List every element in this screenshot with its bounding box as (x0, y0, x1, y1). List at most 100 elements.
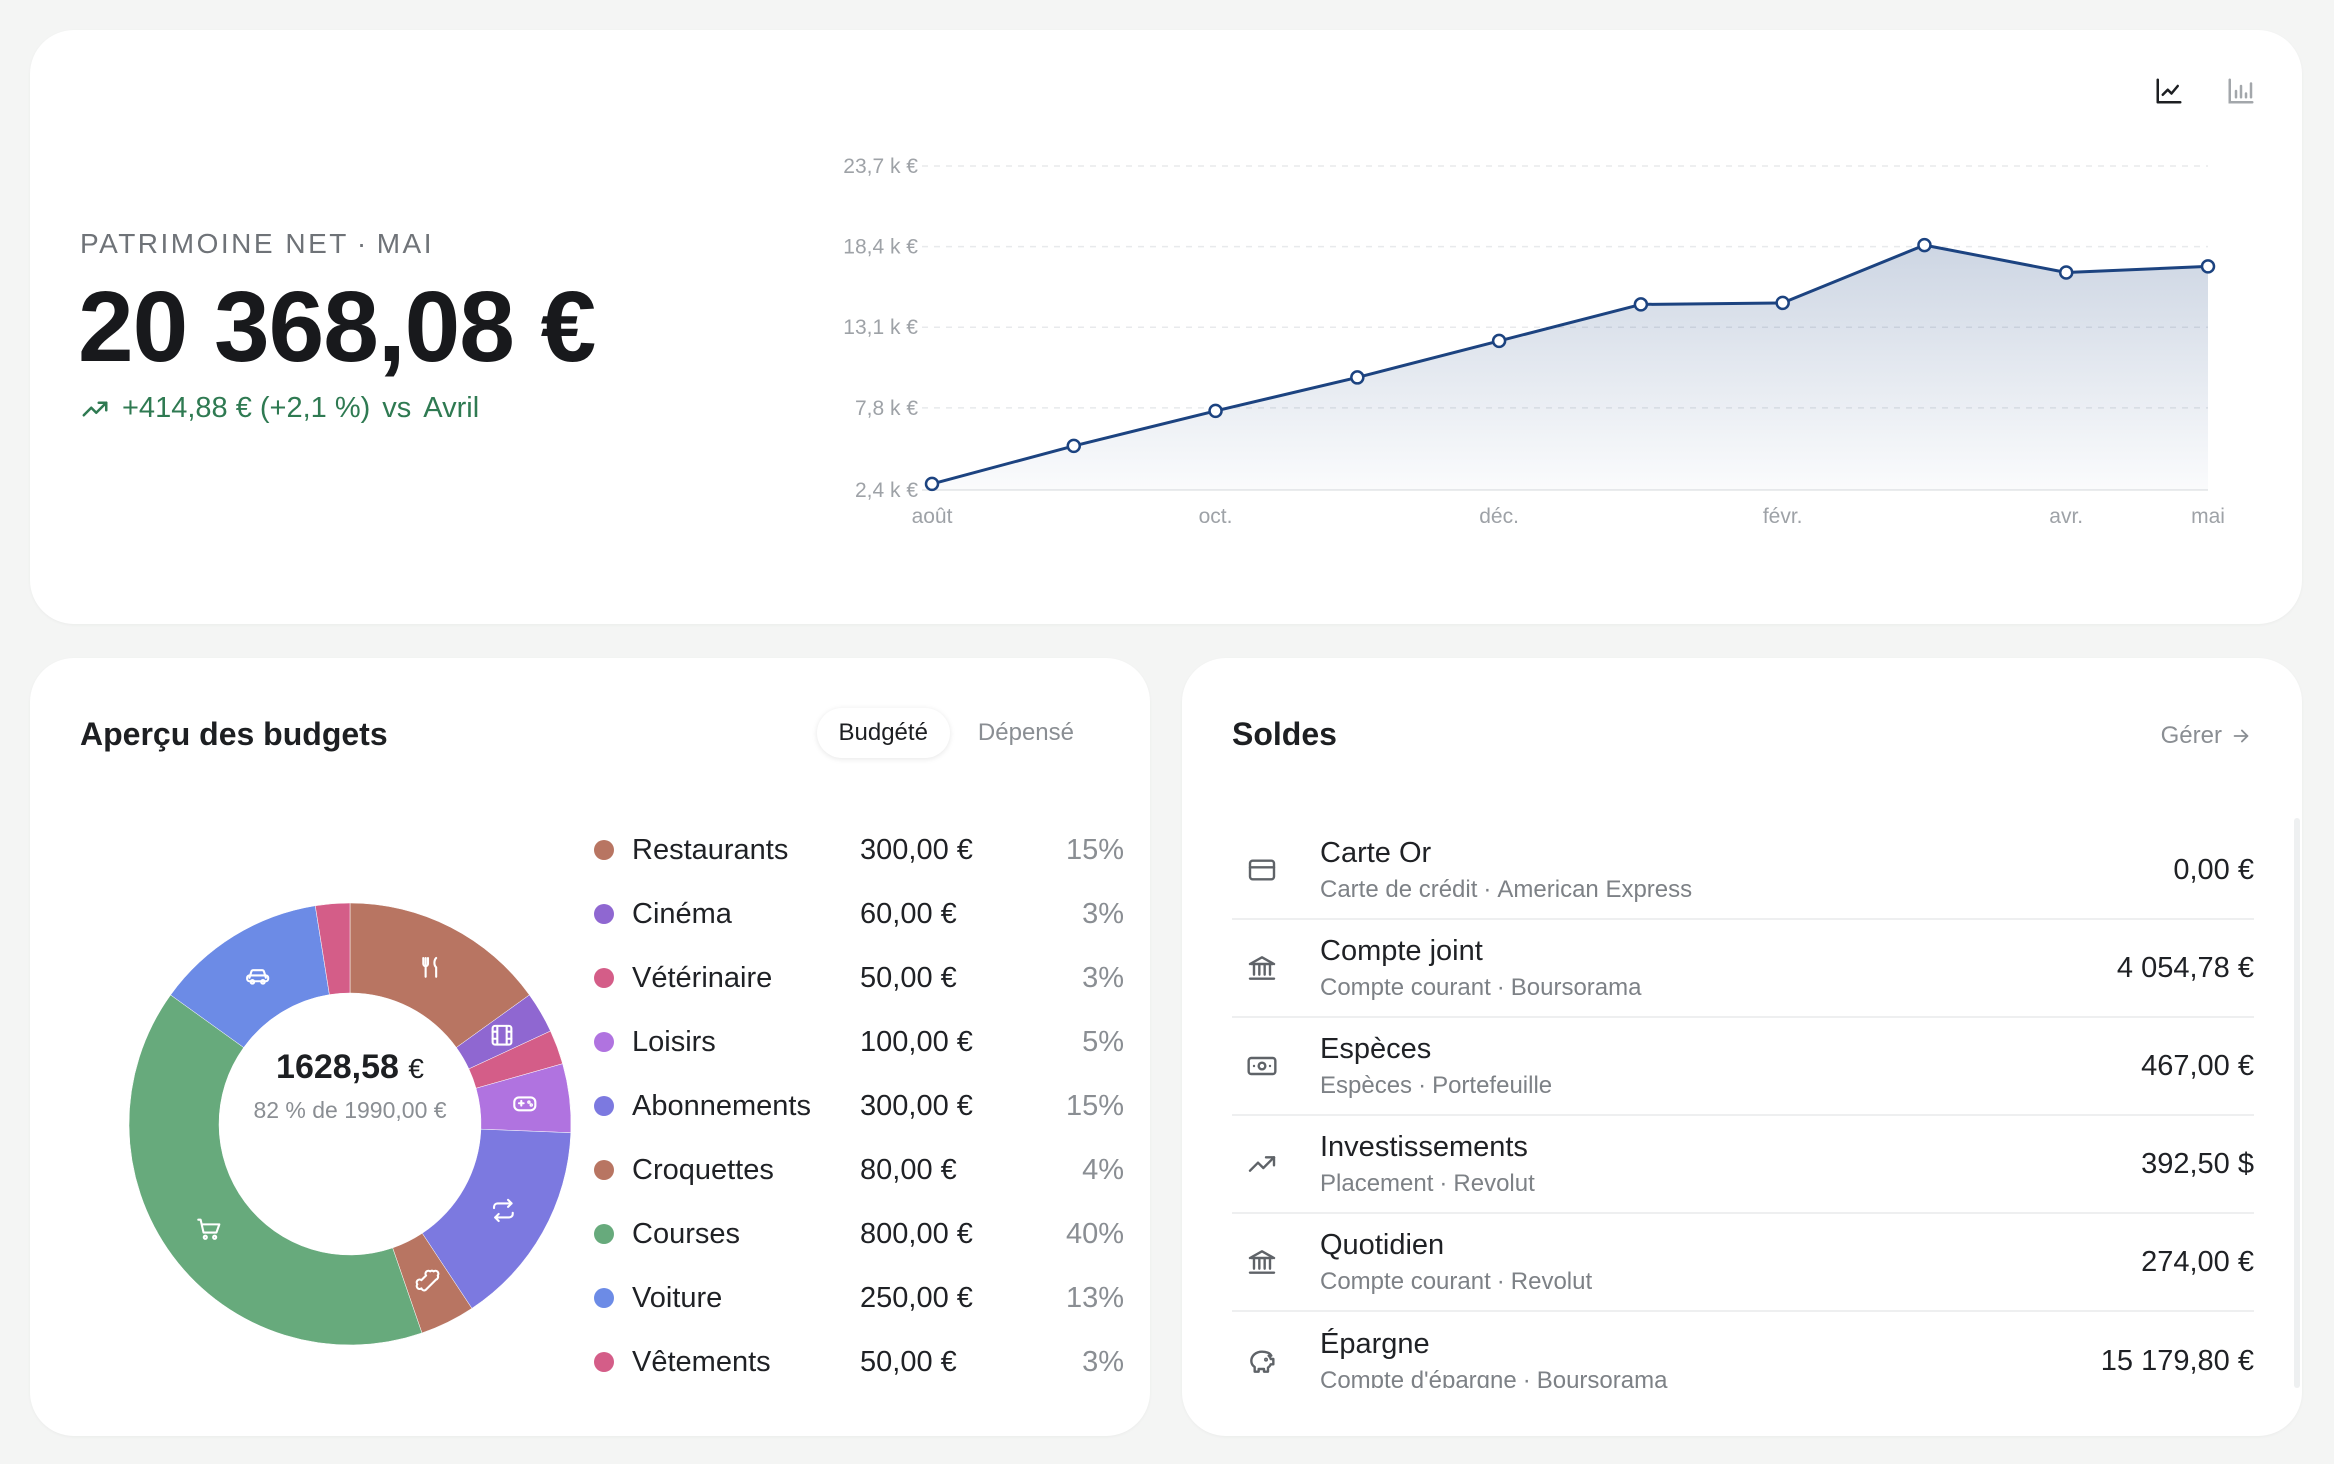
account-text: Compte joint Compte courant · Boursorama (1320, 935, 2117, 1002)
account-type: Compte d'épargne (1320, 1366, 1517, 1389)
credit-card-icon (1248, 859, 1276, 881)
legend-item[interactable]: Courses 800,00 € 40% (594, 1202, 1124, 1266)
account-name: Investissements (1320, 1130, 1528, 1163)
chart-type-toggle (2148, 70, 2262, 112)
x-tick-label: oct. (1199, 505, 1233, 528)
tab-spent[interactable]: Dépensé (956, 708, 1096, 758)
account-amount: 0,00 € (2173, 853, 2254, 886)
data-point[interactable] (1917, 237, 1932, 253)
account-row[interactable]: Espèces Espèces · Portefeuille 467,00 € (1232, 1018, 2254, 1116)
account-row[interactable]: Compte joint Compte courant · Boursorama 4 0… (1232, 920, 2254, 1018)
data-point[interactable] (1066, 438, 1082, 454)
legend-swatch (594, 1352, 614, 1372)
piggy-bank-icon (1250, 1350, 1275, 1373)
account-amount: 15 179,80 € (2100, 1344, 2254, 1377)
legend-amount: 50,00 € (860, 1345, 957, 1378)
legend-percent: 13% (1065, 1281, 1124, 1314)
account-separator: · (1483, 875, 1492, 903)
donut-slice[interactable] (128, 994, 423, 1346)
fork-knife-icon (422, 956, 438, 978)
legend-item[interactable]: Voiture 250,00 € 13% (594, 1266, 1124, 1330)
balances-title: Soldes (1232, 716, 1337, 752)
label-separator: · (356, 228, 369, 259)
donut-total: 1628,58 € (180, 1048, 520, 1087)
account-type: Placement (1320, 1169, 1434, 1197)
legend-amount: 300,00 € (860, 833, 973, 866)
legend-name: Voiture (632, 1281, 723, 1314)
manage-label: Gérer (2160, 722, 2222, 749)
account-subtitle: Compte d'épargne · Boursorama (1320, 1367, 2101, 1389)
account-subtitle: Carte de crédit · American Express (1320, 876, 2173, 904)
account-separator: · (1439, 1169, 1448, 1197)
legend-item[interactable]: Croquettes 80,00 € 4% (594, 1138, 1124, 1202)
account-text: Espèces Espèces · Portefeuille (1320, 1033, 2141, 1100)
bar-chart-button[interactable] (2220, 70, 2262, 112)
manage-button[interactable]: Gérer (2161, 722, 2252, 750)
arrow-right-icon (2233, 729, 2249, 743)
legend-item[interactable]: Cinéma 60,00 € 3% (594, 882, 1124, 946)
account-provider: Revolut (1453, 1169, 1535, 1197)
account-name: Carte Or (1320, 836, 1432, 869)
change-compare-prefix: vs (382, 392, 412, 424)
donut-subtitle: 82 % de 1990,00 € (253, 1097, 447, 1123)
legend-item[interactable]: Abonnements 300,00 € 15% (594, 1074, 1124, 1138)
net-worth-month: MAI (376, 228, 434, 259)
legend-percent: 4% (1082, 1153, 1124, 1186)
account-text: Épargne Compte d'épargne · Boursorama (1320, 1328, 2101, 1389)
account-row[interactable]: Épargne Compte d'épargne · Boursorama 15 179… (1232, 1312, 2254, 1388)
series-area (932, 245, 2208, 490)
legend-amount: 100,00 € (860, 1025, 973, 1058)
account-icon-wrap (1232, 1246, 1320, 1278)
car-icon (246, 969, 270, 985)
repeat-icon (492, 1198, 514, 1223)
x-tick-label: avr. (2049, 505, 2083, 528)
line-chart-button[interactable] (2148, 70, 2190, 112)
account-row[interactable]: Carte Or Carte de crédit · American Express… (1232, 822, 2254, 920)
account-icon-wrap (1232, 952, 1320, 984)
legend-item[interactable]: Restaurants 300,00 € 15% (594, 818, 1124, 882)
film-icon (491, 1024, 513, 1046)
legend-item[interactable]: Loisirs 100,00 € 5% (594, 1010, 1124, 1074)
account-row[interactable]: Investissements Placement · Revolut 392,50 $ (1232, 1116, 2254, 1214)
account-type: Carte de crédit (1320, 875, 1478, 903)
data-point[interactable] (1491, 333, 1507, 349)
data-point[interactable] (1208, 403, 1223, 419)
bank-icon (1248, 956, 1276, 980)
account-provider: Portefeuille (1432, 1071, 1553, 1099)
data-point[interactable] (1775, 295, 1790, 311)
account-subtitle: Compte courant · Revolut (1320, 1268, 2141, 1296)
donut-total-amount: 1628,58 (276, 1048, 399, 1086)
data-point[interactable] (2200, 259, 2216, 274)
account-icon-wrap (1232, 1050, 1320, 1082)
legend-item[interactable]: Vêtements 50,00 € 3% (594, 1330, 1124, 1394)
account-row[interactable]: Quotidien Compte courant · Revolut 274,00 € (1232, 1214, 2254, 1312)
account-provider: Revolut (1510, 1267, 1593, 1295)
banknote-icon (1247, 1056, 1277, 1076)
trend-up-icon (82, 401, 108, 416)
legend-name: Cinéma (632, 897, 732, 930)
legend-name: Courses (632, 1217, 740, 1250)
change-compare-month: Avril (423, 392, 480, 424)
donut-center: 1628,58 € 82 % de 1990,00 € (180, 1048, 520, 1124)
bank-icon (1248, 1250, 1276, 1274)
account-amount: 392,50 $ (2141, 1147, 2254, 1180)
legend-swatch (594, 1160, 614, 1180)
account-list: Carte Or Carte de crédit · American Express… (1232, 822, 2254, 1388)
legend-percent: 3% (1082, 897, 1124, 930)
data-point[interactable] (924, 476, 940, 492)
legend-percent: 40% (1065, 1217, 1124, 1250)
account-list-scrollbar[interactable] (2294, 818, 2300, 1388)
tab-budgeted[interactable]: Budgété (816, 708, 950, 758)
data-point[interactable] (1633, 297, 1649, 312)
account-icon-wrap (1232, 1345, 1320, 1377)
data-point[interactable] (1350, 370, 1365, 385)
account-provider: Boursorama (1510, 973, 1642, 1001)
account-subtitle: Compte courant · Boursorama (1320, 974, 2117, 1002)
y-tick-label: 18,4 k € (843, 236, 918, 259)
budget-donut-chart (128, 902, 572, 1346)
donut-slice[interactable] (314, 902, 351, 995)
y-tick-label: 23,7 k € (843, 155, 918, 178)
data-point[interactable] (2058, 265, 2074, 280)
legend-item[interactable]: Vétérinaire 50,00 € 3% (594, 946, 1124, 1010)
legend-amount: 80,00 € (860, 1153, 957, 1186)
